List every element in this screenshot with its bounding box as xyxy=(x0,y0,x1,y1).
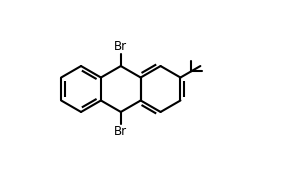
Text: Br: Br xyxy=(114,125,127,138)
Text: Br: Br xyxy=(114,40,127,53)
